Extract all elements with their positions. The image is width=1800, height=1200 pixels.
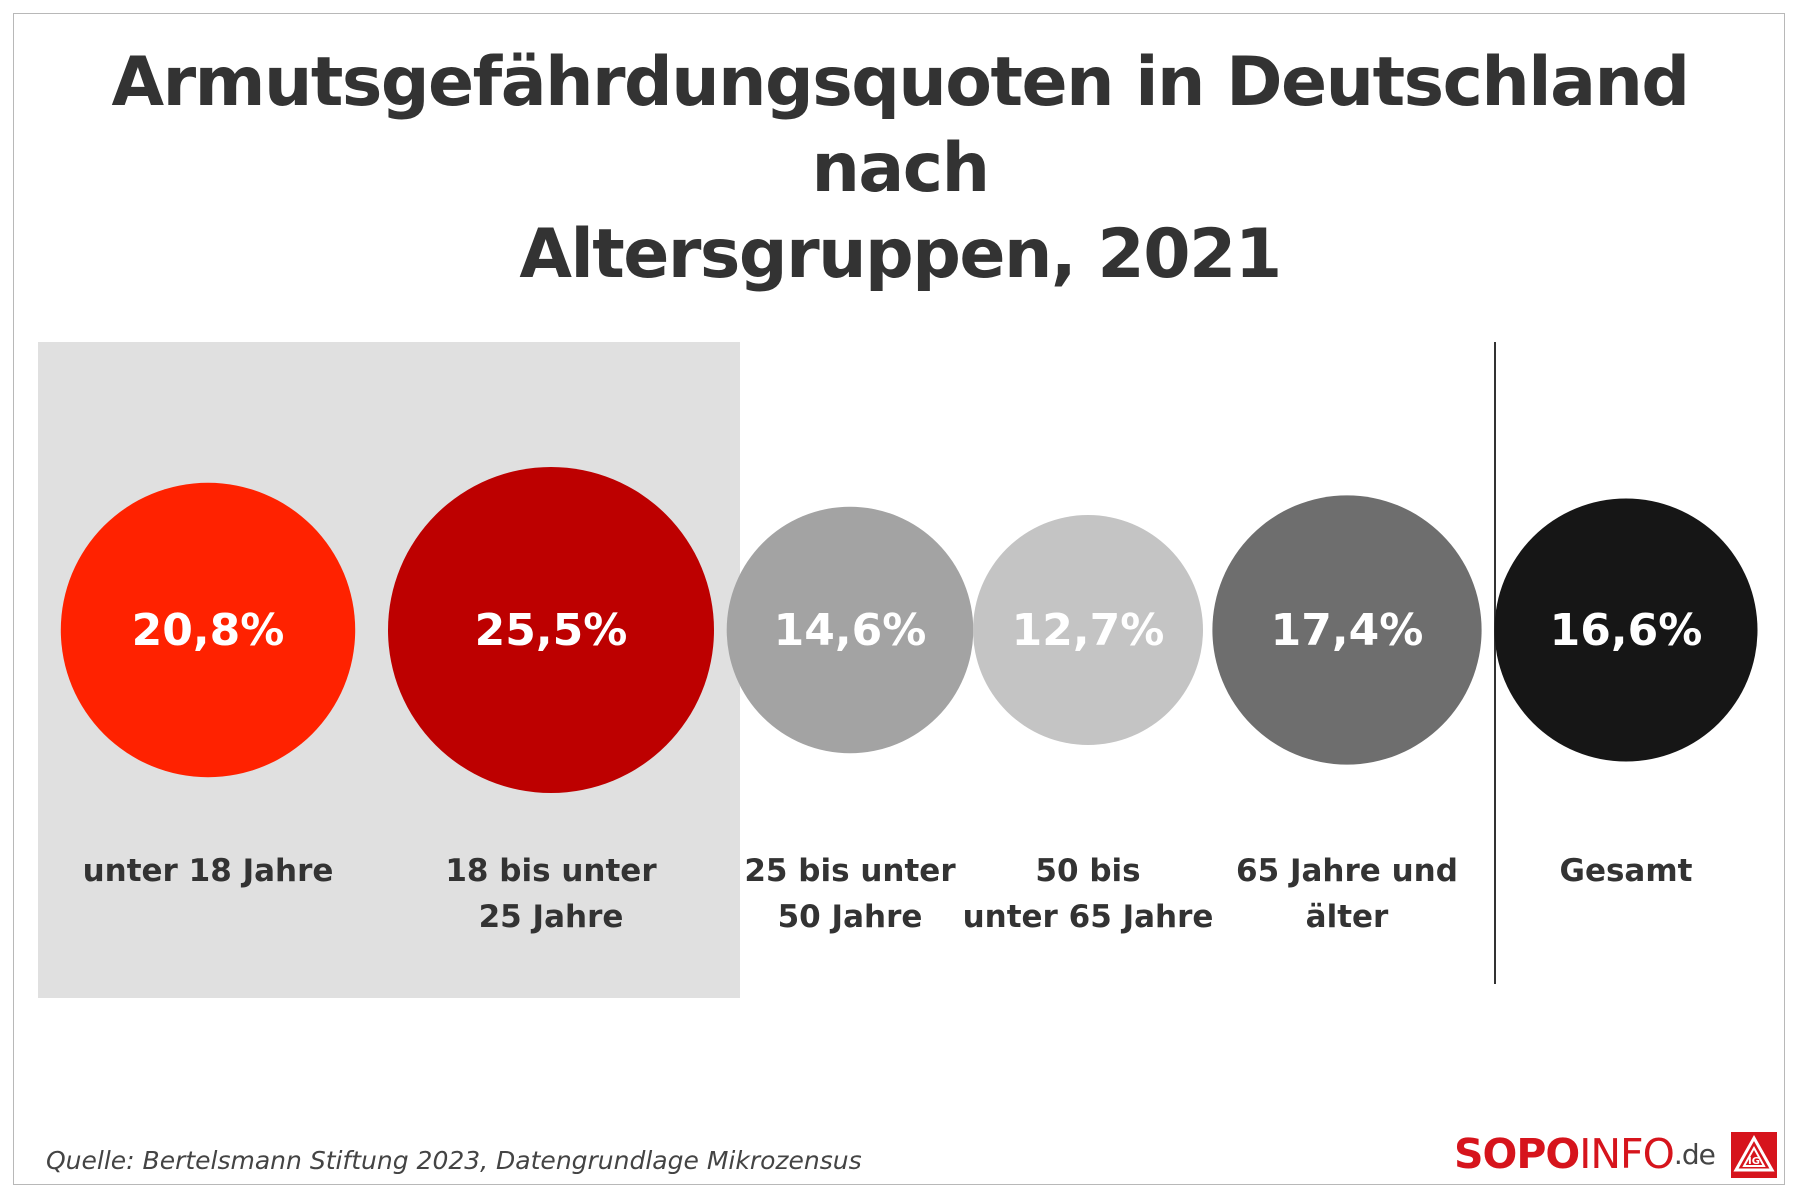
bubble-1 xyxy=(388,467,714,793)
category-label-5-line-0: Gesamt xyxy=(1559,853,1693,889)
chart-title: Armutsgefährdungsquoten in Deutschland n… xyxy=(40,40,1760,298)
bubble-0 xyxy=(60,482,356,778)
title-line-2: Altersgruppen, 2021 xyxy=(519,215,1282,294)
category-label-3-line-0: 50 bis xyxy=(1035,853,1141,889)
category-label-0: unter 18 Jahre xyxy=(78,848,338,894)
sopoinfo-logo: SOPO INFO .de xyxy=(1454,1130,1716,1178)
total-divider-line xyxy=(1494,342,1496,984)
category-label-2-line-0: 25 bis unter xyxy=(744,853,956,889)
category-label-2: 25 bis unter 50 Jahre xyxy=(720,848,980,940)
category-label-1-line-0: 18 bis unter xyxy=(445,853,657,889)
bubble-value-label-4: 17,4% xyxy=(1271,605,1424,656)
bubble-2 xyxy=(726,506,974,754)
bubble-3 xyxy=(973,515,1203,745)
source-note: Quelle: Bertelsmann Stiftung 2023, Daten… xyxy=(46,1146,862,1175)
bubble-value-label-1: 25,5% xyxy=(475,605,628,656)
category-label-1: 18 bis unter 25 Jahre xyxy=(421,848,681,940)
logo-de-text: .de xyxy=(1673,1137,1716,1171)
bubble-value-label-2: 14,6% xyxy=(774,605,927,656)
svg-text:IG: IG xyxy=(1748,1156,1760,1167)
category-label-0-line-0: unter 18 Jahre xyxy=(82,853,334,889)
category-label-4-line-0: 65 Jahre und xyxy=(1236,853,1458,889)
category-label-3-line-1: unter 65 Jahre xyxy=(962,899,1214,935)
bubble-4 xyxy=(1212,495,1482,765)
bubble-value-label-3: 12,7% xyxy=(1012,605,1165,656)
category-label-4-line-1: älter xyxy=(1305,899,1389,935)
category-label-5: Gesamt xyxy=(1496,848,1756,894)
category-label-2-line-1: 50 Jahre xyxy=(777,899,923,935)
logo-info-text: INFO xyxy=(1579,1130,1675,1178)
bubble-value-label-5: 16,6% xyxy=(1550,605,1703,656)
chart-frame xyxy=(13,13,1785,1185)
category-label-3: 50 bis unter 65 Jahre xyxy=(958,848,1218,940)
category-label-1-line-1: 25 Jahre xyxy=(478,899,624,935)
category-label-4: 65 Jahre und älter xyxy=(1217,848,1477,940)
ig-metall-logo-icon: IG xyxy=(1731,1132,1777,1178)
logo-sopo-text: SOPO xyxy=(1454,1130,1580,1178)
title-line-1: Armutsgefährdungsquoten in Deutschland n… xyxy=(111,43,1690,208)
bubble-5 xyxy=(1494,498,1758,762)
bubble-value-label-0: 20,8% xyxy=(132,605,285,656)
